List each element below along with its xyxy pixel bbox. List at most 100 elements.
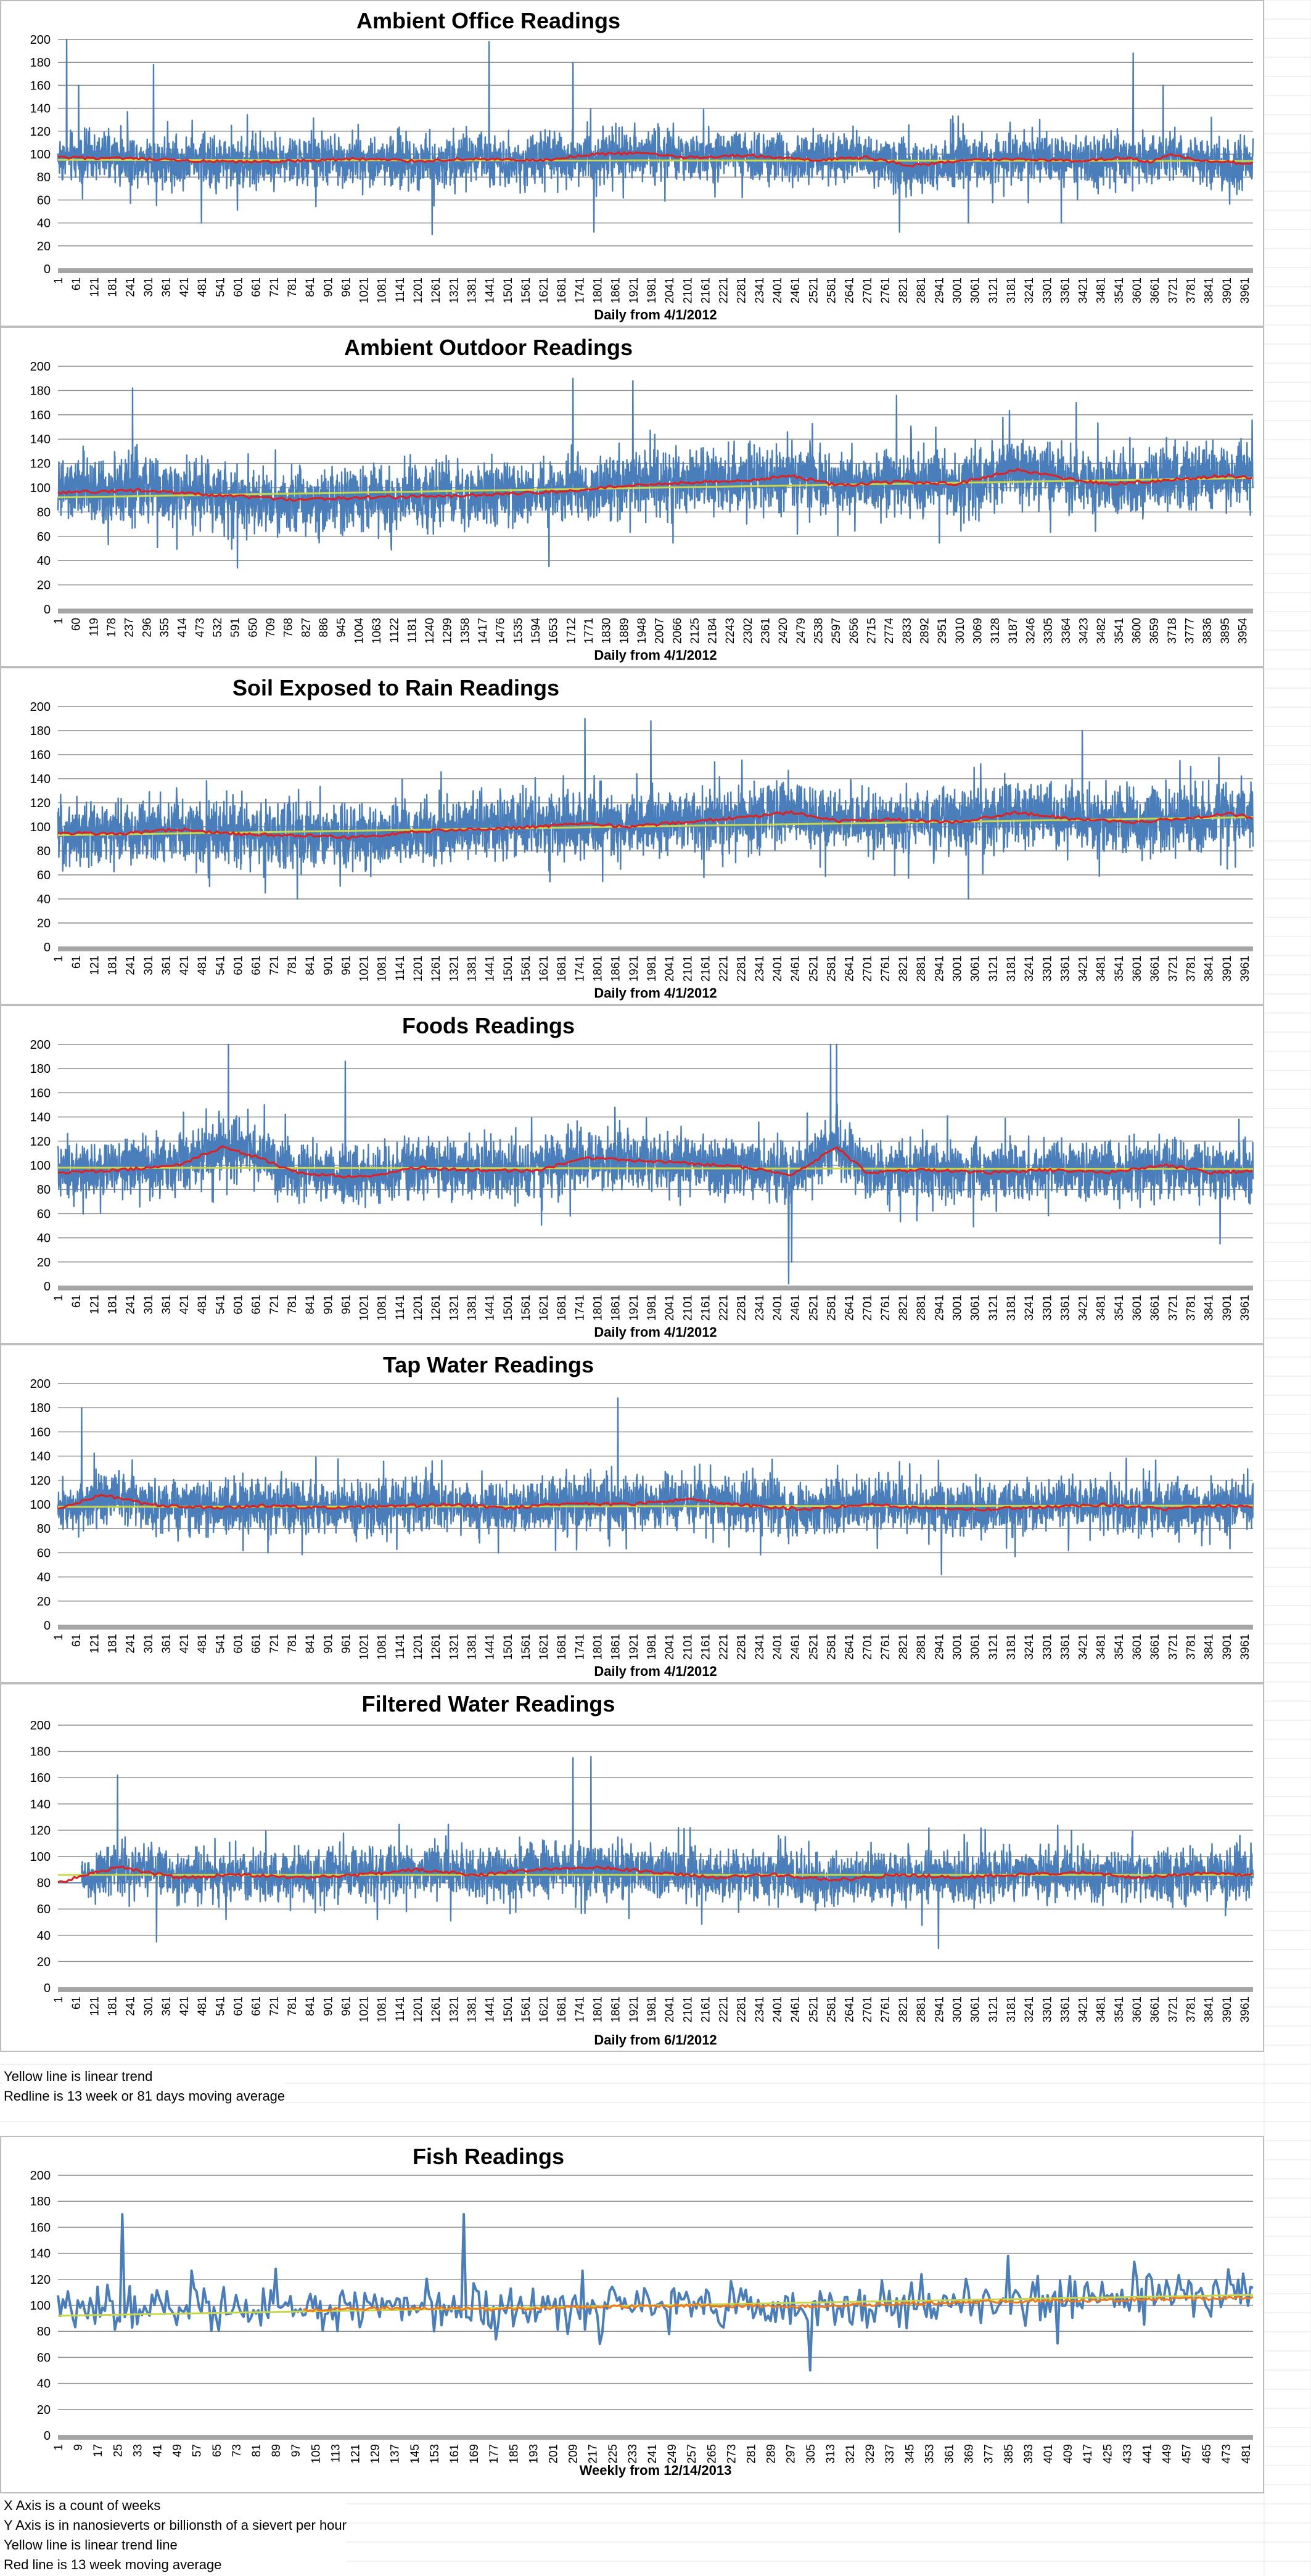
x-tick-label: 301 bbox=[142, 277, 155, 297]
x-tick-label: 2361 bbox=[760, 618, 773, 644]
x-axis-bar bbox=[58, 1286, 1253, 1290]
x-tick-label: 2184 bbox=[707, 618, 720, 644]
x-tick-label: 541 bbox=[214, 277, 227, 297]
x-tick-label: 1081 bbox=[376, 277, 389, 303]
x-tick-label: 2341 bbox=[754, 1634, 766, 1660]
x-tick-label: 1653 bbox=[548, 618, 561, 644]
x-tick-label: 3541 bbox=[1113, 1634, 1126, 1660]
x-tick-label: 57 bbox=[191, 2444, 204, 2457]
x-tick-label: 2461 bbox=[789, 956, 802, 982]
x-tick-label: 2281 bbox=[736, 277, 749, 303]
x-tick-label: 241 bbox=[125, 1996, 138, 2016]
y-tick-label: 60 bbox=[37, 530, 51, 544]
x-tick-label: 2761 bbox=[879, 1634, 892, 1660]
x-tick-label: 361 bbox=[160, 1295, 173, 1315]
x-tick-label: 1771 bbox=[583, 618, 596, 644]
y-tick-label: 0 bbox=[44, 263, 51, 276]
x-tick-label: 3601 bbox=[1131, 1295, 1144, 1321]
x-tick-label: 2302 bbox=[742, 618, 755, 644]
x-tick-label: 481 bbox=[196, 277, 209, 297]
x-tick-label: 3121 bbox=[987, 1996, 1000, 2022]
x-tick-label: 61 bbox=[70, 1996, 83, 2009]
x-tick-label: 414 bbox=[176, 618, 189, 638]
x-tick-label: 2281 bbox=[736, 1996, 749, 2022]
x-tick-label: 2521 bbox=[807, 956, 820, 982]
x-tick-label: 345 bbox=[903, 2444, 916, 2464]
x-tick-label: 421 bbox=[178, 1295, 191, 1315]
x-tick-label: 2941 bbox=[933, 1634, 946, 1660]
x-tick-label: 217 bbox=[587, 2444, 600, 2464]
linear-trend-line bbox=[57, 477, 1254, 499]
x-tick-label: 768 bbox=[282, 618, 295, 638]
x-tick-label: 465 bbox=[1201, 2444, 1214, 2464]
y-tick-label: 20 bbox=[37, 240, 51, 253]
x-tick-label: 1381 bbox=[466, 277, 479, 303]
x-tick-label: 233 bbox=[627, 2444, 639, 2464]
x-tick-label: 3128 bbox=[989, 618, 1002, 644]
x-tick-label: 1004 bbox=[353, 618, 366, 644]
linear-trend-line bbox=[57, 158, 1254, 162]
moving-average-line bbox=[57, 150, 1253, 168]
x-tick-label: 60 bbox=[70, 618, 83, 631]
x-tick-label: 1441 bbox=[484, 1634, 497, 1660]
x-tick-label: 3481 bbox=[1095, 277, 1108, 303]
x-tick-label: 3069 bbox=[972, 618, 985, 644]
x-tick-label: 1240 bbox=[424, 618, 437, 644]
x-tick-label: 1561 bbox=[520, 277, 533, 303]
x-tick-label: 1801 bbox=[592, 1634, 605, 1660]
x-tick-label: 61 bbox=[70, 956, 83, 969]
x-tick-label: 385 bbox=[1003, 2444, 1016, 2464]
x-tick-label: 1681 bbox=[556, 1996, 569, 2022]
x-tick-label: 3481 bbox=[1095, 1634, 1108, 1660]
x-tick-label: 3421 bbox=[1077, 1996, 1090, 2022]
x-axis-label: Daily from 4/1/2012 bbox=[594, 1663, 717, 1679]
x-tick-label: 3961 bbox=[1239, 1295, 1252, 1321]
x-tick-label: 3718 bbox=[1166, 618, 1179, 644]
x-tick-label: 301 bbox=[142, 1634, 155, 1654]
x-tick-label: 3961 bbox=[1239, 1634, 1252, 1660]
chart-svg-outdoor: Ambient Outdoor Readings 0 20 40 60 80 100 120 1… bbox=[30, 335, 1254, 663]
x-tick-label: 3241 bbox=[1023, 277, 1036, 303]
chart-title: Filtered Water Readings bbox=[362, 1691, 615, 1717]
x-tick-label: 2941 bbox=[933, 277, 946, 303]
y-tick-label: 160 bbox=[30, 79, 51, 92]
x-tick-label: 541 bbox=[214, 956, 227, 975]
x-tick-label: 89 bbox=[270, 2444, 283, 2457]
note-line: Yellow line is linear trend line bbox=[4, 2537, 178, 2553]
x-tick-label: 1501 bbox=[502, 1295, 515, 1321]
x-tick-label: 1741 bbox=[573, 1295, 586, 1321]
x-tick-label: 1441 bbox=[484, 1295, 497, 1321]
x-tick-label: 1141 bbox=[394, 1996, 407, 2022]
chart-title: Ambient Office Readings bbox=[356, 8, 620, 33]
x-tick-label: 481 bbox=[196, 1295, 209, 1315]
moving-average-line bbox=[57, 1145, 1253, 1179]
x-tick-label: 3121 bbox=[987, 956, 1000, 982]
x-tick-label: 257 bbox=[686, 2444, 699, 2464]
x-axis-label: Weekly from 12/14/2013 bbox=[580, 2463, 732, 2478]
x-tick-label: 3305 bbox=[1042, 618, 1055, 644]
chart-panel-foods: Foods Readings 0 20 40 60 80 100 120 140 160 180 20… bbox=[0, 1005, 1264, 1344]
x-tick-label: 2101 bbox=[681, 1634, 694, 1660]
x-tick-label: 1594 bbox=[530, 618, 543, 644]
x-tick-label: 369 bbox=[963, 2444, 976, 2464]
x-tick-label: 65 bbox=[211, 2444, 224, 2457]
x-tick-label: 1476 bbox=[495, 618, 508, 644]
x-tick-label: 81 bbox=[250, 2444, 263, 2457]
x-tick-label: 1681 bbox=[556, 277, 569, 303]
x-tick-label: 1201 bbox=[412, 956, 425, 982]
x-tick-label: 3901 bbox=[1221, 1295, 1234, 1321]
x-tick-label: 305 bbox=[805, 2444, 818, 2464]
x-tick-label: 1141 bbox=[394, 1634, 407, 1659]
x-tick-label: 296 bbox=[141, 618, 154, 638]
x-tick-label: 2161 bbox=[699, 1295, 712, 1321]
x-tick-label: 2341 bbox=[754, 277, 766, 303]
x-tick-label: 1861 bbox=[610, 1996, 623, 2022]
x-tick-label: 241 bbox=[125, 277, 138, 297]
x-tick-label: 433 bbox=[1121, 2444, 1134, 2464]
y-tick-label: 100 bbox=[30, 2299, 51, 2313]
y-tick-label: 100 bbox=[30, 1498, 51, 1512]
y-tick-label: 180 bbox=[30, 1745, 51, 1759]
x-tick-label: 3721 bbox=[1167, 1295, 1180, 1321]
x-tick-label: 3841 bbox=[1203, 1996, 1216, 2022]
y-tick-label: 140 bbox=[30, 2247, 51, 2261]
